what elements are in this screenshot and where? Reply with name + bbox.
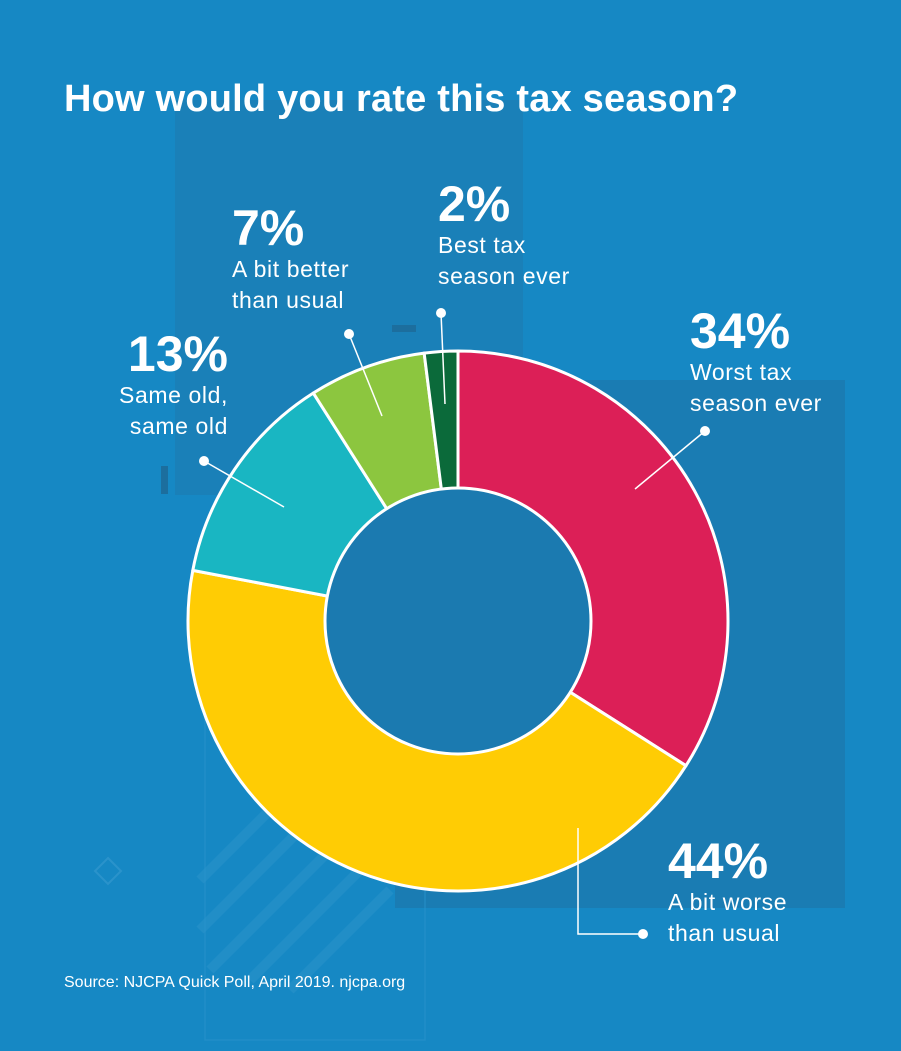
leader-line-worse (577, 828, 643, 935)
label-same-percent: 13% (127, 326, 228, 382)
leader-line-best (440, 312, 446, 405)
background-bar (161, 466, 168, 494)
label-same-old: 13% Same old, same old (106, 328, 228, 442)
label-better-percent: 7% (232, 200, 305, 256)
label-best-percent: 2% (438, 176, 511, 232)
leader-lines (199, 308, 710, 939)
chart-title: How would you rate this tax season? (64, 78, 739, 120)
donut-hole (323, 486, 593, 756)
label-worst-percent: 34% (690, 303, 791, 359)
leader-line-same (203, 460, 285, 508)
leader-dot-better (344, 329, 354, 339)
label-worst-tax-season: 34% Worst tax season ever (690, 305, 822, 419)
leader-dot-worse (638, 929, 648, 939)
label-worse-percent: 44% (668, 833, 769, 889)
label-best-tax-season: 2% Best tax season ever (438, 178, 570, 292)
background-dash (392, 325, 416, 332)
label-best-text: Best tax season ever (438, 232, 570, 289)
leader-dot-best (436, 308, 446, 318)
leader-dot-same (199, 456, 209, 466)
leader-line-better (348, 333, 383, 417)
label-better-text: A bit better than usual (232, 256, 350, 313)
label-same-text: Same old, same old (119, 382, 228, 439)
background-diamond (93, 856, 123, 886)
label-bit-better: 7% A bit better than usual (232, 202, 349, 316)
leader-dot-worst (700, 426, 710, 436)
label-bit-worse: 44% A bit worse than usual (668, 835, 787, 949)
label-worst-text: Worst tax season ever (690, 359, 822, 416)
leader-line-worst (634, 430, 706, 490)
source-note: Source: NJCPA Quick Poll, April 2019. nj… (64, 974, 406, 991)
label-worse-text: A bit worse than usual (668, 889, 788, 946)
